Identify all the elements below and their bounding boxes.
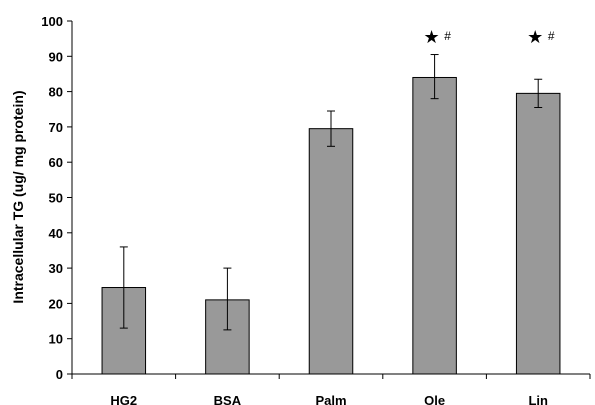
significance-hash-ole: # xyxy=(444,29,451,43)
y-tick-label-60: 60 xyxy=(49,155,63,170)
y-tick-label-50: 50 xyxy=(49,191,63,206)
bar-lin xyxy=(515,92,561,375)
y-tick-label-80: 80 xyxy=(49,85,63,100)
y-tick-label-10: 10 xyxy=(49,332,63,347)
y-tick-label-70: 70 xyxy=(49,120,63,135)
x-tick-label-bsa: BSA xyxy=(214,393,242,405)
y-tick-label-20: 20 xyxy=(49,296,63,311)
x-tick-label-palm: Palm xyxy=(315,393,346,405)
y-tick-label-40: 40 xyxy=(49,226,63,241)
x-tick-label-lin: Lin xyxy=(528,393,548,405)
significance-star-lin: ★ xyxy=(527,27,543,48)
y-axis-label: Intracellular TG (ug/ mg protein) xyxy=(10,90,26,303)
x-tick-label-ole: Ole xyxy=(424,393,445,405)
significance-star-ole: ★ xyxy=(424,27,440,48)
plot-area: HG2 BSA Palm Ole Lin 0 10 20 30 40 50 60 70 80 90 100 ★ #… xyxy=(41,14,591,405)
x-tick-label-hg2: HG2 xyxy=(110,393,137,405)
significance-hash-lin: # xyxy=(548,29,555,43)
y-tick-label-90: 90 xyxy=(49,49,63,64)
bar-palm xyxy=(308,128,354,375)
y-tick-label-30: 30 xyxy=(49,261,63,276)
bar-ole xyxy=(412,76,457,375)
y-tick-label-100: 100 xyxy=(41,14,63,29)
y-tick-label-0: 0 xyxy=(56,367,63,382)
